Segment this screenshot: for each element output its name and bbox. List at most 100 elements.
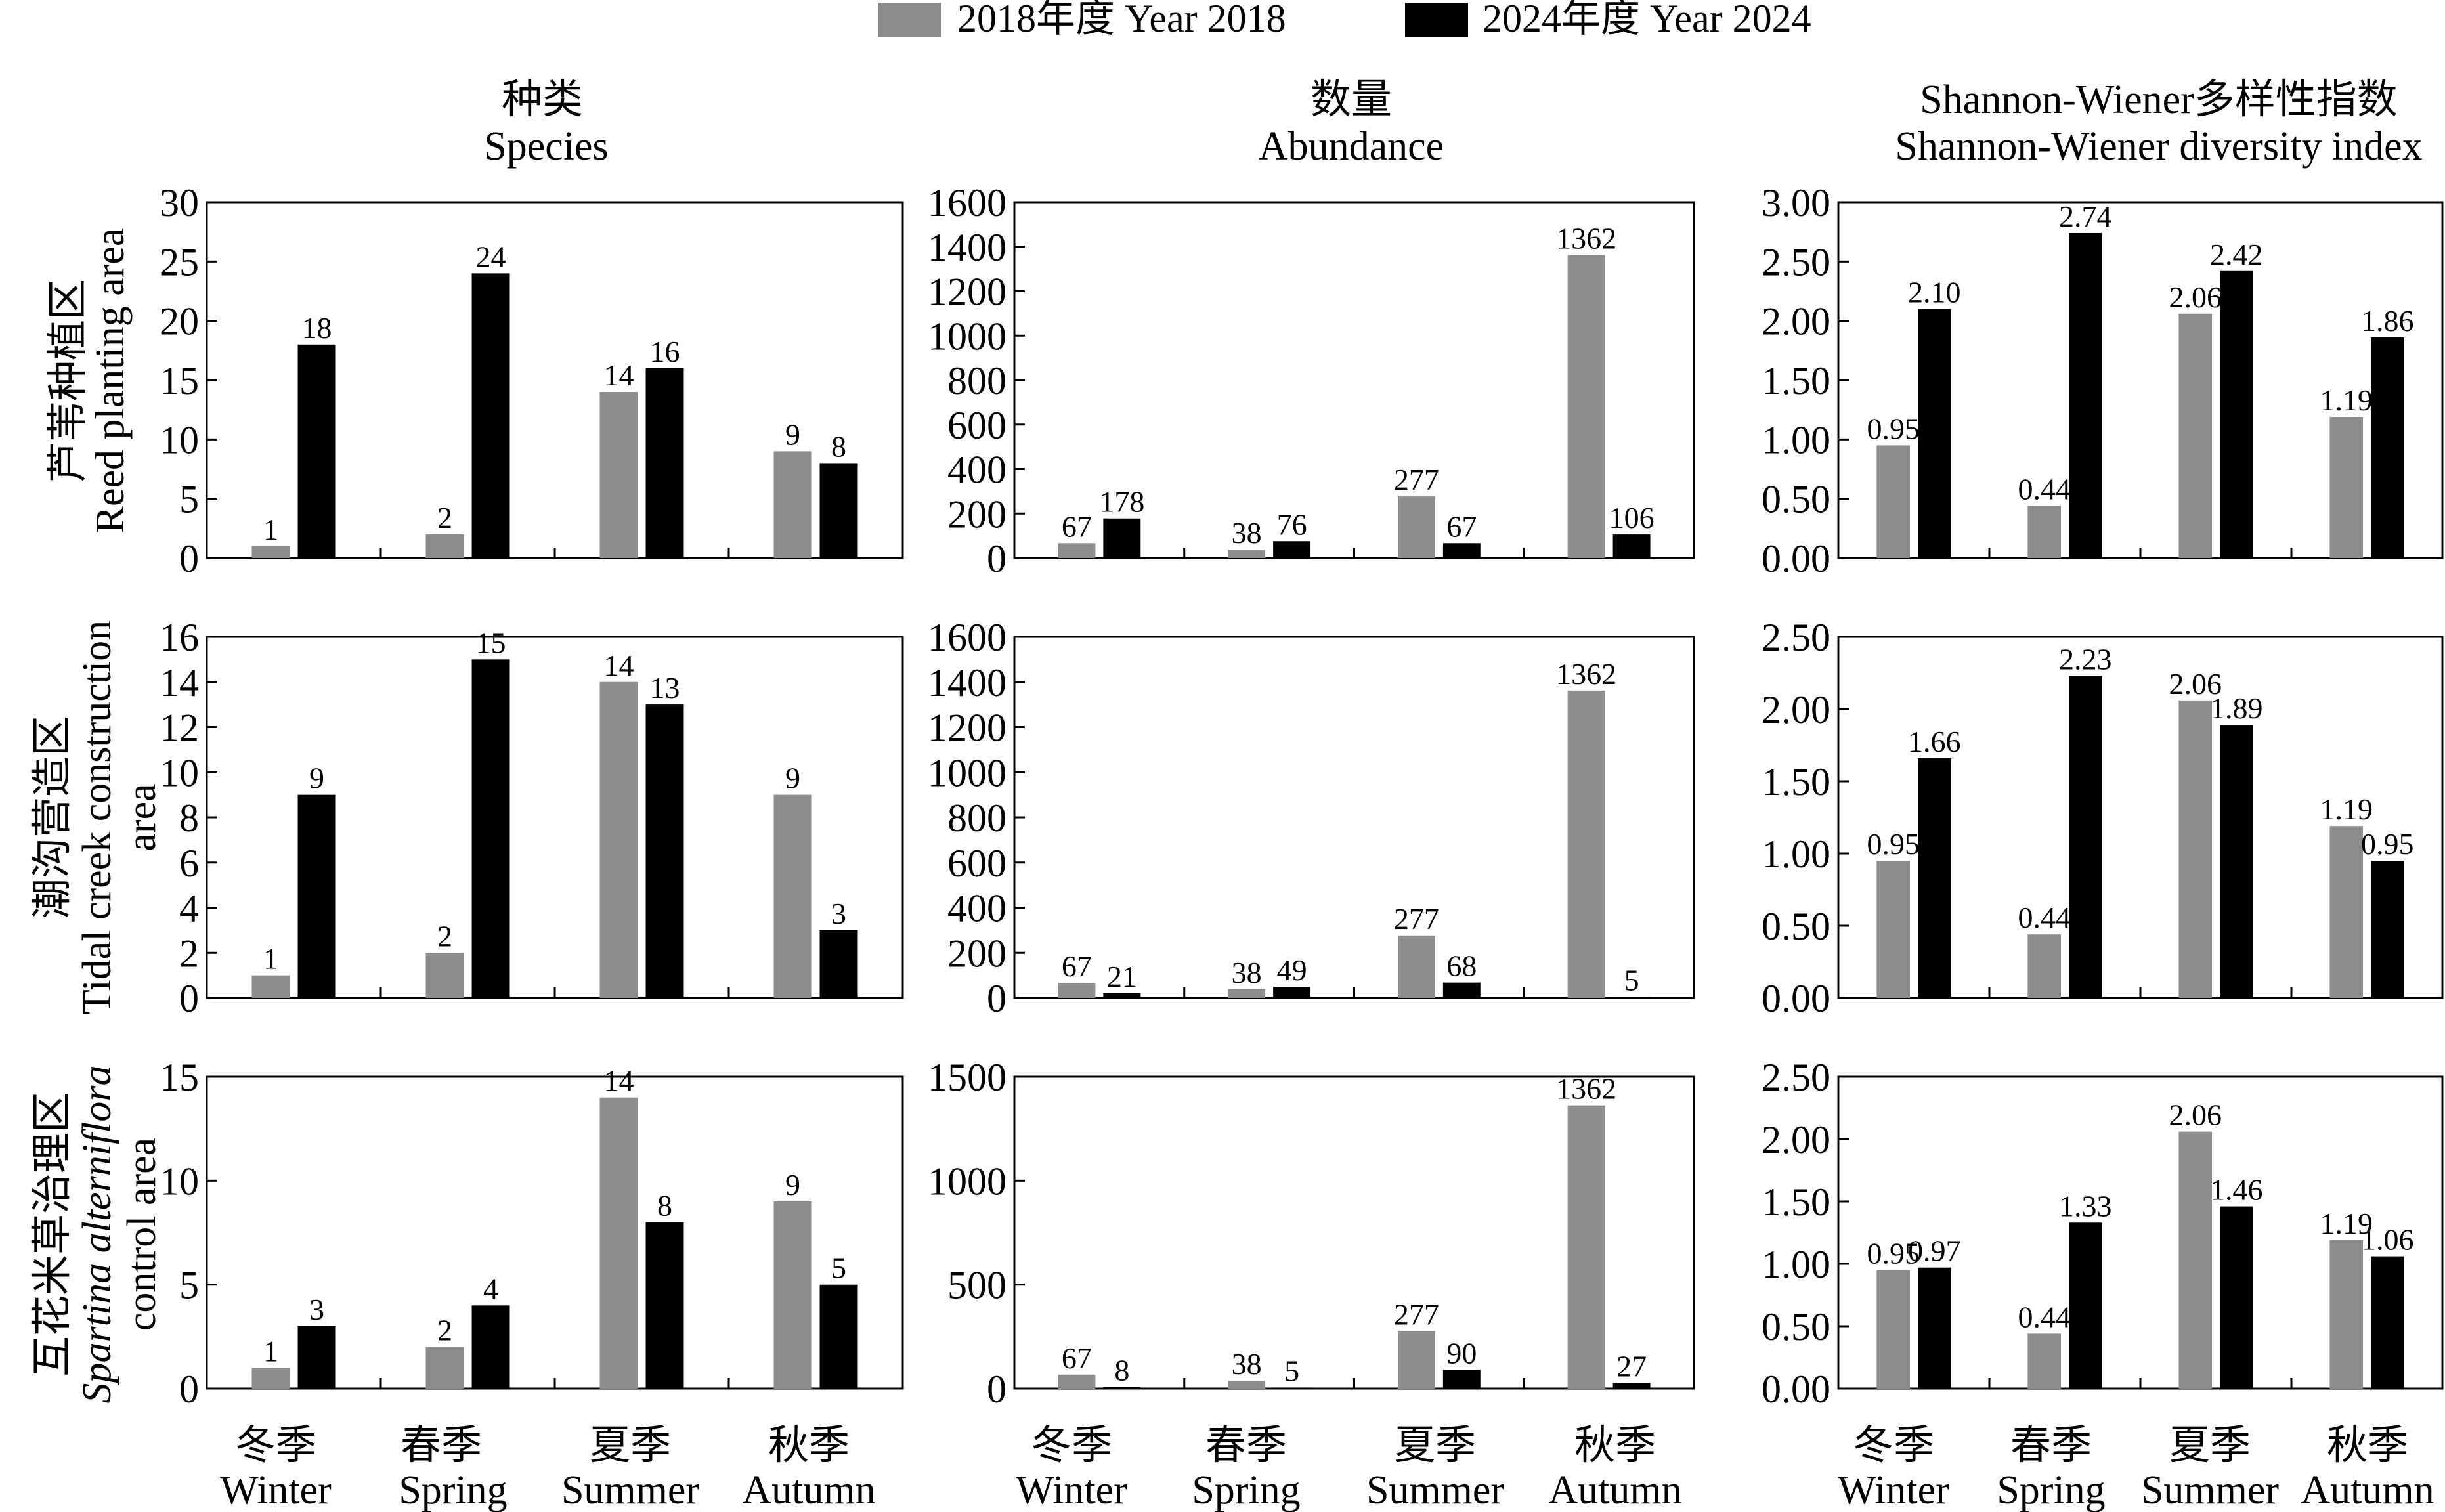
- y-tick-label: 0: [179, 537, 199, 580]
- cat-c0-3-en: Autumn: [742, 1468, 875, 1512]
- panel-r2-c0: 0 5 10 15 1 2 14 9 3 4 8 5: [160, 1056, 904, 1411]
- y-tick-label: 1400: [928, 661, 1006, 704]
- column-title-shannon-cn: Shannon-Wiener多样性指数: [1920, 77, 2398, 122]
- data-label-s1-c2: 16: [650, 335, 680, 368]
- y-tick-label: 600: [947, 842, 1006, 885]
- bar-s1-c0: [1103, 518, 1141, 558]
- y-tick-label: 20: [160, 300, 199, 343]
- data-label-s0-c1: 38: [1232, 956, 1262, 989]
- bar-s1-c2: [645, 368, 684, 558]
- bar-s0-c0: [1058, 543, 1096, 558]
- bar-s1-c0: [297, 344, 336, 558]
- bar-s0-c1: [2027, 934, 2061, 998]
- bar-s0-c2: [2178, 1131, 2212, 1389]
- cat-c0-1-en: Spring: [399, 1468, 507, 1512]
- panel-r0-c0: 0 5 10 15 20 25 30 1 2 14 9 18 24 16 8: [160, 181, 904, 580]
- bar-s1-c2: [1442, 1370, 1481, 1389]
- panel-r0-c2: 0.00 0.50 1.00 1.50 2.00 2.50 3.00 0.95 0.44 2.06…: [1762, 181, 2444, 580]
- y-tick-label: 1.50: [1762, 359, 1830, 402]
- data-label-s0-c0: 0.95: [1867, 412, 1920, 445]
- y-tick-label: 6: [179, 842, 199, 885]
- y-tick-label: 10: [160, 418, 199, 462]
- y-tick-label: 2: [179, 932, 199, 975]
- data-label-s0-c3: 1.19: [2320, 792, 2373, 826]
- y-tick-label: 0.00: [1762, 537, 1830, 580]
- data-label-s0-c2: 277: [1394, 463, 1439, 496]
- bar-s0-c2: [1397, 1331, 1435, 1389]
- bar-s0-c0: [251, 546, 290, 558]
- y-tick-label: 400: [947, 448, 1006, 492]
- bar-s1-c1: [1273, 1387, 1311, 1389]
- column-titles: 种类 Species 数量 Abundance Shannon-Wiener多样…: [484, 77, 2422, 169]
- data-label-s1-c3: 5: [1624, 963, 1639, 997]
- data-label-s1-c1: 49: [1277, 953, 1307, 987]
- y-tick-label: 1.00: [1762, 418, 1830, 462]
- data-label-s0-c3: 9: [785, 418, 800, 451]
- column-title-abundance-cn: 数量: [1310, 77, 1392, 122]
- y-tick-label: 15: [160, 359, 199, 402]
- cat-c0-1-cn: 春季: [400, 1423, 482, 1468]
- cat-c1-1-en: Spring: [1192, 1468, 1300, 1512]
- data-label-s0-c1: 2: [437, 501, 452, 534]
- y-tick-label: 14: [160, 661, 199, 704]
- data-label-s0-c0: 67: [1062, 509, 1092, 543]
- data-label-s1-c0: 1.66: [1908, 725, 1961, 758]
- bar-s0-c3: [2329, 1240, 2363, 1389]
- bar-s0-c0: [1058, 982, 1096, 998]
- row-label-spartina-cn: 互花米草治理区: [30, 1092, 75, 1377]
- row-label-tidal-en1: Tidal creek construction: [75, 620, 119, 1014]
- column-title-species-cn: 种类: [502, 77, 583, 122]
- bar-s0-c3: [1567, 1105, 1605, 1389]
- cat-c0-0-en: Winter: [220, 1468, 332, 1512]
- cat-c1-0-cn: 冬季: [1031, 1423, 1112, 1468]
- cat-c0-3-cn: 秋季: [768, 1423, 850, 1468]
- bar-s1-c2: [2220, 1206, 2253, 1389]
- data-label-s0-c0: 0.95: [1867, 1237, 1920, 1270]
- data-label-s1-c2: 1.89: [2210, 691, 2263, 725]
- bar-s0-c0: [251, 1368, 290, 1389]
- data-label-s0-c2: 2.06: [2169, 280, 2222, 314]
- bar-s0-c2: [599, 392, 638, 558]
- row-label-spartina-en2: control area: [119, 1138, 164, 1331]
- data-label-s0-c2: 277: [1394, 1297, 1439, 1331]
- data-label-s0-c3: 1362: [1556, 222, 1616, 255]
- y-tick-label: 2.00: [1762, 688, 1830, 731]
- legend-label-2018: 2018年度 Year 2018: [957, 0, 1286, 40]
- y-tick-label: 1.50: [1762, 1180, 1830, 1224]
- y-tick-label: 0.50: [1762, 1305, 1830, 1349]
- bar-s1-c3: [2371, 861, 2404, 998]
- data-label-s1-c2: 2.42: [2210, 238, 2263, 271]
- bar-s1-c2: [1442, 543, 1481, 558]
- y-tick-label: 5: [179, 1264, 199, 1307]
- cat-c0-2-cn: 夏季: [590, 1423, 671, 1468]
- bar-s1-c2: [1442, 982, 1481, 998]
- y-tick-label: 1000: [928, 1159, 1006, 1203]
- bar-s1-c1: [1273, 541, 1311, 558]
- bar-s1-c0: [1918, 758, 1951, 998]
- data-label-s1-c1: 5: [1284, 1354, 1299, 1387]
- data-label-s1-c2: 90: [1446, 1337, 1477, 1370]
- bar-s0-c1: [1228, 989, 1266, 998]
- legend-swatch-2024: [1405, 3, 1468, 37]
- cat-c1-1-cn: 春季: [1205, 1423, 1287, 1468]
- bar-s0-c1: [425, 953, 464, 998]
- y-tick-label: 600: [947, 404, 1006, 447]
- data-label-s1-c2: 1.46: [2210, 1173, 2263, 1207]
- row-label-reed-en: Reed planting area: [88, 228, 133, 534]
- bar-s1-c0: [1918, 309, 1951, 558]
- row-label-tidal-cn: 潮沟营造区: [30, 716, 75, 919]
- y-tick-label: 12: [160, 706, 199, 750]
- data-label-s1-c3: 106: [1609, 501, 1655, 534]
- column-title-shannon-en: Shannon-Wiener diversity index: [1895, 124, 2422, 169]
- bar-s0-c1: [1228, 550, 1266, 558]
- bar-s0-c0: [1058, 1374, 1096, 1389]
- y-tick-label: 1200: [928, 706, 1006, 750]
- data-label-s0-c1: 0.44: [2018, 1300, 2071, 1333]
- bar-s1-c1: [1273, 987, 1311, 998]
- y-tick-label: 500: [947, 1264, 1006, 1307]
- bar-s1-c0: [1103, 1387, 1141, 1389]
- data-label-s1-c1: 2.23: [2059, 642, 2112, 676]
